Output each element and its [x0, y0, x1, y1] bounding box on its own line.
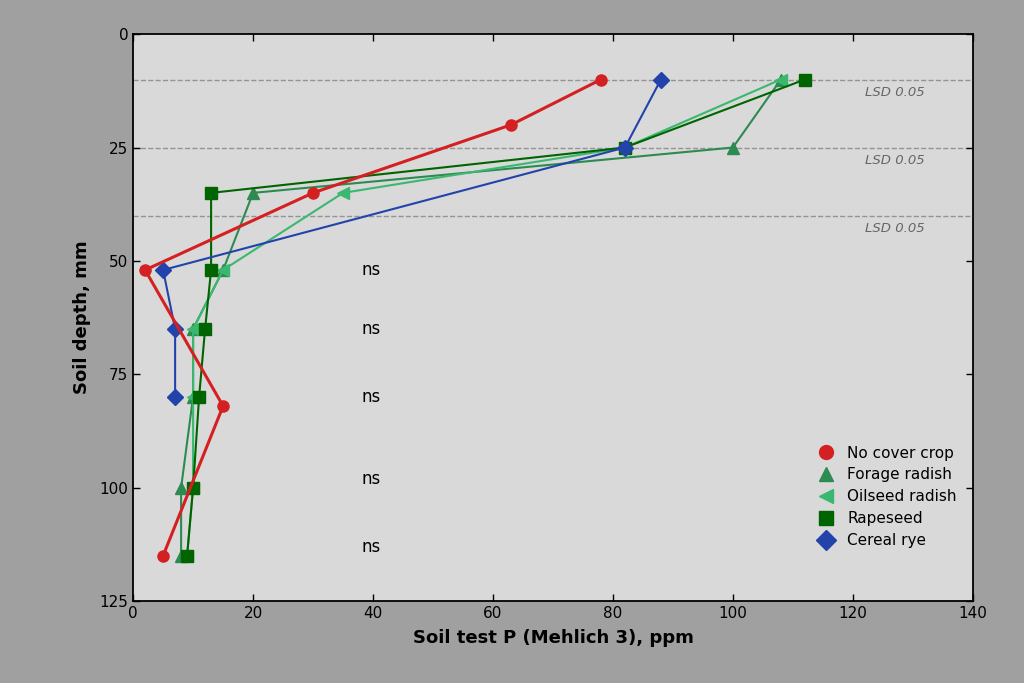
Text: LSD 0.05: LSD 0.05	[865, 223, 925, 236]
Text: LSD 0.05: LSD 0.05	[865, 154, 925, 167]
Legend: No cover crop, Forage radish, Oilseed radish, Rapeseed, Cereal rye: No cover crop, Forage radish, Oilseed ra…	[811, 445, 956, 548]
Text: LSD 0.05: LSD 0.05	[865, 86, 925, 99]
Text: ns: ns	[361, 388, 380, 406]
Text: ns: ns	[361, 320, 380, 338]
Text: ns: ns	[361, 470, 380, 488]
Y-axis label: Soil depth, mm: Soil depth, mm	[73, 241, 91, 394]
X-axis label: Soil test P (Mehlich 3), ppm: Soil test P (Mehlich 3), ppm	[413, 629, 693, 647]
Text: ns: ns	[361, 538, 380, 555]
Text: ns: ns	[361, 261, 380, 279]
